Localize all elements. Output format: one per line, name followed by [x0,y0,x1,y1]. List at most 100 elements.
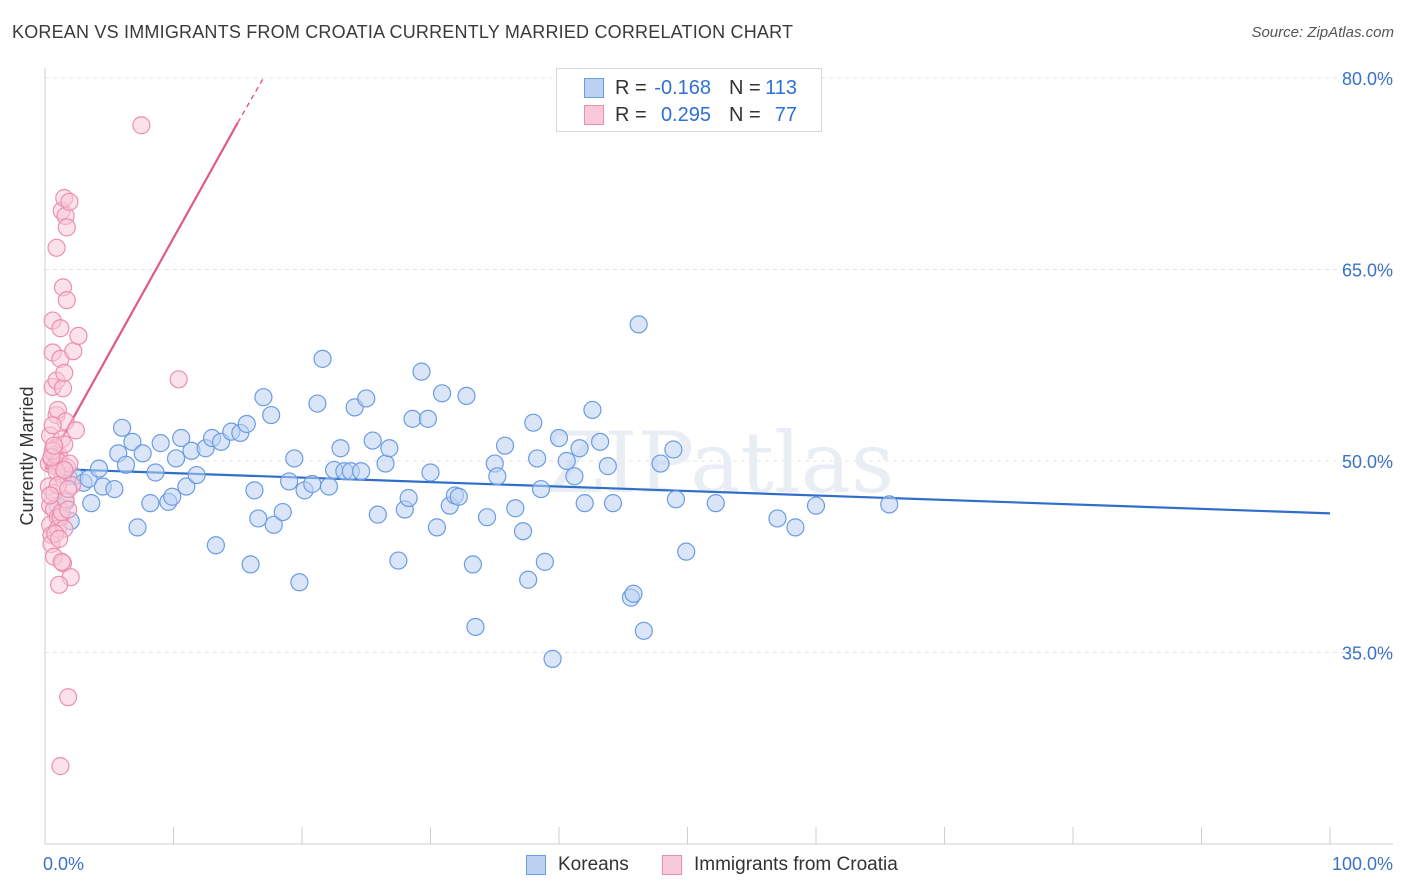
r-value: 0.295 [660,103,711,126]
data-point [59,479,78,499]
data-point [591,432,610,451]
data-point [565,467,584,486]
r-label: R = [615,103,647,126]
data-point [363,431,382,450]
data-point [463,555,483,574]
data-point [449,487,468,506]
data-point [57,291,76,310]
x-tick-label: 100.0% [1332,854,1393,874]
data-point [543,649,562,668]
data-point [389,551,408,570]
data-point [583,400,602,420]
data-point [598,457,617,476]
data-point [53,379,73,398]
data-point [806,496,826,515]
data-point [549,428,569,448]
data-point [412,362,431,381]
data-point [163,487,182,506]
data-point [488,467,507,486]
data-point [66,421,85,440]
data-point [172,428,191,448]
data-point [519,570,538,589]
data-point [59,688,78,707]
y-tick-label: 65.0% [1342,261,1393,281]
data-point [524,413,543,432]
koreans-swatch [526,855,546,875]
koreans-trend-line [44,467,1331,515]
data-point [575,494,594,513]
data-point [880,495,899,514]
data-point [262,405,281,425]
data-point [241,555,260,574]
n-value: 77 [774,103,797,126]
data-point [245,481,264,500]
legend-label: Immigrants from Croatia [694,854,898,875]
y-axis-label: Currently Married [17,386,37,525]
data-point [403,409,422,428]
data-point [557,451,576,471]
data-point [432,384,452,403]
y-tick-label: 50.0% [1342,452,1393,472]
y-tick-label: 35.0% [1342,644,1393,664]
data-point [495,436,515,455]
data-point [57,218,76,237]
data-point [146,463,165,482]
data-point [43,416,62,435]
koreans-points [48,315,899,668]
data-point [786,518,805,537]
legend-row-croatia: R = 0.295 N = 77 [557,101,821,129]
chart-title: KOREAN VS IMMIGRANTS FROM CROATIA CURREN… [12,22,794,42]
data-point [112,418,132,437]
data-point [506,499,525,518]
data-points [39,116,899,776]
data-point [105,479,124,499]
y-tick-label: 80.0% [1342,69,1393,89]
data-point [206,536,226,555]
correlation-legend: R = -0.168 N = 113 R = 0.295 N = 77 [556,68,822,132]
croatia-swatch [662,855,682,875]
data-point [52,552,71,571]
croatia-points [39,116,188,776]
data-point [51,757,70,776]
data-point [457,386,476,405]
data-point [706,494,725,513]
data-point [59,500,78,519]
data-point [570,439,589,458]
data-point [535,552,554,571]
data-point [141,494,160,513]
data-point [285,449,304,468]
data-point [399,488,418,508]
data-point [303,474,322,494]
data-point [123,432,142,451]
data-point [41,486,60,505]
legend-item-koreans[interactable]: Koreans [526,852,629,878]
data-point [357,389,376,408]
data-point [55,363,74,383]
croatia-trend-line [44,122,239,470]
data-point [308,394,327,413]
r-label: R = [615,76,647,99]
data-point [418,409,438,428]
data-point [666,490,686,509]
croatia-swatch [584,105,604,125]
data-point [313,349,332,368]
koreans-swatch [584,78,604,98]
data-point [169,370,188,389]
data-point [82,494,101,513]
data-point [477,508,497,527]
data-point [89,459,109,478]
data-point [290,573,309,592]
data-point [273,502,292,522]
data-point [166,449,186,468]
data-point [466,617,485,637]
n-value: 113 [765,76,797,99]
n-label: N = [729,76,761,99]
data-point [528,449,547,468]
data-point [116,455,136,474]
data-point [768,509,787,528]
data-point [651,454,670,473]
data-point [664,440,683,459]
legend-item-croatia[interactable]: Immigrants from Croatia [662,852,898,878]
data-point [634,621,653,640]
data-point [421,463,440,482]
